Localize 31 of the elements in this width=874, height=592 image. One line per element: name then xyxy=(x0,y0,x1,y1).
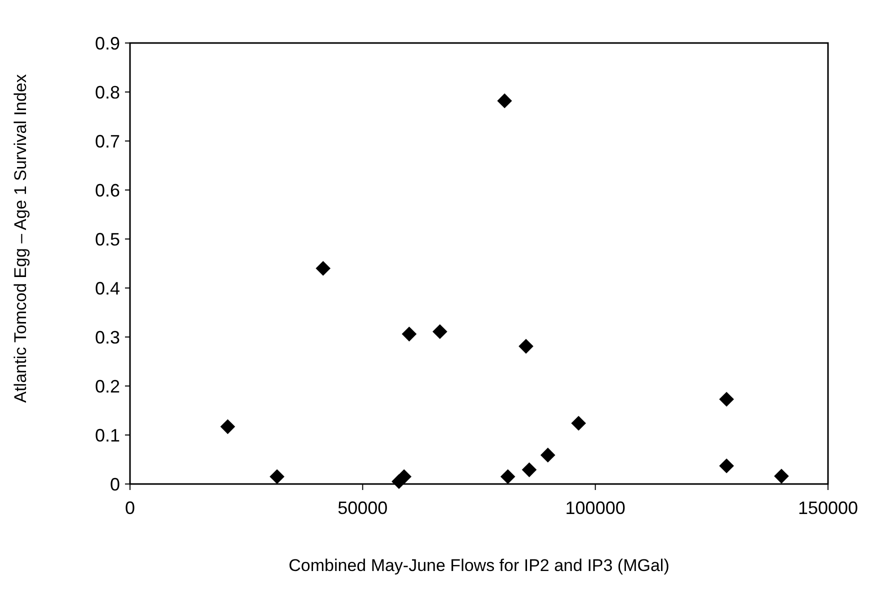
point xyxy=(402,326,417,342)
y-axis-title: Atlantic Tomcod Egg – Age 1 Survival Index xyxy=(11,74,30,403)
point xyxy=(774,468,789,484)
point xyxy=(396,469,412,484)
point xyxy=(540,448,556,462)
x-tick-label: 0 xyxy=(124,498,136,518)
x-axis-title: Combined May-June Flows for IP2 and IP3 (MGal) xyxy=(288,556,670,575)
point xyxy=(432,324,448,340)
y-tick-label: 0.8 xyxy=(94,82,120,102)
point xyxy=(571,416,586,431)
y-tick-label: 0.3 xyxy=(94,327,120,348)
point xyxy=(500,469,516,484)
point xyxy=(316,260,331,276)
x-tick-label: 150000 xyxy=(798,498,858,518)
point xyxy=(220,419,236,434)
point xyxy=(497,93,512,108)
point xyxy=(518,338,534,354)
y-tick-label: 0 xyxy=(110,474,120,494)
point xyxy=(270,469,284,484)
x-tick-label: 50000 xyxy=(338,498,388,518)
y-tick-label: 0.7 xyxy=(94,131,120,152)
y-tick-label: 0.6 xyxy=(94,180,120,200)
point xyxy=(719,392,734,407)
y-tick-label: 0.9 xyxy=(94,33,120,54)
y-tick-label: 0.2 xyxy=(94,376,120,396)
y-tick-label: 0.4 xyxy=(94,278,120,298)
y-tick-label: 0.5 xyxy=(94,229,120,250)
point xyxy=(522,462,537,478)
y-tick-label: 0.1 xyxy=(94,425,120,446)
x-tick-label: 100000 xyxy=(565,498,626,518)
point xyxy=(719,458,734,474)
